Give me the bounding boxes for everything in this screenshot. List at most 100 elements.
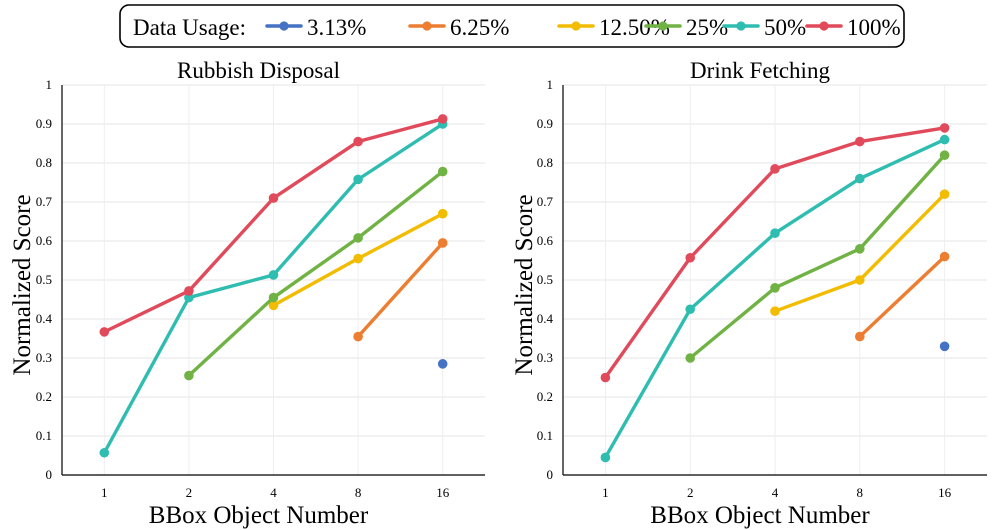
legend-swatch-marker xyxy=(819,21,829,31)
y-tick-label: 0.2 xyxy=(537,389,553,404)
data-point xyxy=(939,189,950,199)
legend-entry-6-25: 6.25% xyxy=(408,15,509,40)
x-tick-label: 4 xyxy=(772,485,779,500)
grid xyxy=(62,84,485,475)
data-point xyxy=(184,292,194,303)
data-point xyxy=(353,253,363,264)
data-point xyxy=(268,193,279,203)
y-tick-label: 0.6 xyxy=(537,233,554,248)
legend-label: 100% xyxy=(847,15,901,40)
legend-swatch-marker xyxy=(571,21,581,31)
x-tick-label: 2 xyxy=(687,485,694,500)
x-tick-label: 16 xyxy=(938,485,952,500)
data-point xyxy=(99,447,110,458)
data-point xyxy=(353,136,363,147)
data-point xyxy=(184,370,194,381)
y-tick-label: 0.3 xyxy=(537,350,553,365)
data-point xyxy=(353,331,363,342)
x-tick-label: 4 xyxy=(270,485,277,500)
x-tick-label: 16 xyxy=(436,485,450,500)
data-point xyxy=(268,292,279,303)
data-point xyxy=(770,306,780,317)
y-tick-label: 0.2 xyxy=(36,389,52,404)
data-point xyxy=(437,166,448,177)
legend: Data Usage: 3.13% 6.25% 12.50% 25% 50% 100% xyxy=(119,4,905,48)
data-point xyxy=(437,238,448,248)
series-6-25 xyxy=(855,251,950,342)
legend-entry-50: 50% xyxy=(722,15,806,40)
x-tick-label: 1 xyxy=(602,485,609,500)
series-3-13 xyxy=(939,341,950,352)
legend-swatch-marker xyxy=(279,21,289,31)
data-point xyxy=(268,300,279,311)
data-point xyxy=(855,136,865,147)
legend-label: 3.13% xyxy=(307,15,366,40)
data-point xyxy=(685,304,695,315)
legend-label: 25% xyxy=(686,15,728,40)
y-tick-label: 0.6 xyxy=(36,233,53,248)
data-point xyxy=(685,353,695,363)
y-tick-label: 0.9 xyxy=(537,116,553,131)
series-50 xyxy=(600,134,950,463)
y-tick-label: 0.4 xyxy=(36,311,53,326)
data-point xyxy=(855,275,865,285)
legend-label: 50% xyxy=(764,15,806,40)
data-point xyxy=(685,252,695,263)
legend-label: 6.25% xyxy=(450,15,509,40)
y-tick-label: 1 xyxy=(46,77,53,92)
legend-entry-3-13: 3.13% xyxy=(265,15,366,40)
legend-swatch-marker xyxy=(658,21,668,31)
series-line xyxy=(356,241,445,339)
data-point xyxy=(99,327,110,337)
y-tick-label: 0.5 xyxy=(537,272,553,287)
x-axis-label: BBox Object Number xyxy=(149,502,369,529)
series-6-25 xyxy=(353,238,448,342)
y-tick-label: 0.7 xyxy=(537,194,554,209)
data-point xyxy=(939,123,950,133)
series-3-13 xyxy=(437,359,448,369)
data-point xyxy=(353,174,363,185)
data-point xyxy=(184,286,194,296)
y-tick-label: 0.5 xyxy=(36,272,52,287)
y-tick-label: 0 xyxy=(547,467,554,482)
data-point xyxy=(437,208,448,219)
series-25 xyxy=(184,166,448,381)
data-point xyxy=(600,452,611,463)
data-point xyxy=(855,173,865,184)
data-point xyxy=(437,359,448,369)
data-point xyxy=(770,228,780,238)
y-tick-label: 0 xyxy=(46,467,53,482)
series-12-50 xyxy=(268,208,448,311)
data-point xyxy=(939,341,950,352)
chart-title: Rubbish Disposal xyxy=(177,58,340,83)
legend-entry-25: 25% xyxy=(644,15,728,40)
y-axis-label: Normalized Score xyxy=(9,194,36,375)
y-tick-label: 0.8 xyxy=(36,155,52,170)
legend-swatch-marker xyxy=(422,21,432,31)
data-point xyxy=(855,244,865,254)
data-point xyxy=(770,283,780,293)
y-axis-label: Normalized Score xyxy=(511,194,538,375)
y-tick-label: 0.1 xyxy=(36,428,52,443)
data-point xyxy=(939,251,950,262)
x-tick-label: 2 xyxy=(186,485,193,500)
y-tick-label: 0.7 xyxy=(36,194,53,209)
grid xyxy=(563,84,987,475)
series-12-50 xyxy=(770,189,950,317)
x-axis-label: BBox Object Number xyxy=(650,502,870,529)
data-point xyxy=(770,164,780,174)
y-tick-label: 0.3 xyxy=(36,350,52,365)
data-point xyxy=(600,372,611,383)
data-point xyxy=(437,114,448,124)
y-tick-label: 0.1 xyxy=(537,428,553,443)
chart-title: Drink Fetching xyxy=(690,58,830,83)
chart-drink-fetching: 0 0.1 0.2 0.3 0.4 0.5 0.6 0.7 0.8 0.9 1 1 2 4 8 16 Drink… xyxy=(511,58,987,529)
x-tick-label: 8 xyxy=(857,485,864,500)
legend-swatch-marker xyxy=(736,21,746,31)
y-tick-label: 0.9 xyxy=(36,116,52,131)
series-100 xyxy=(600,123,950,383)
data-point xyxy=(855,331,865,342)
series-50 xyxy=(99,119,448,458)
